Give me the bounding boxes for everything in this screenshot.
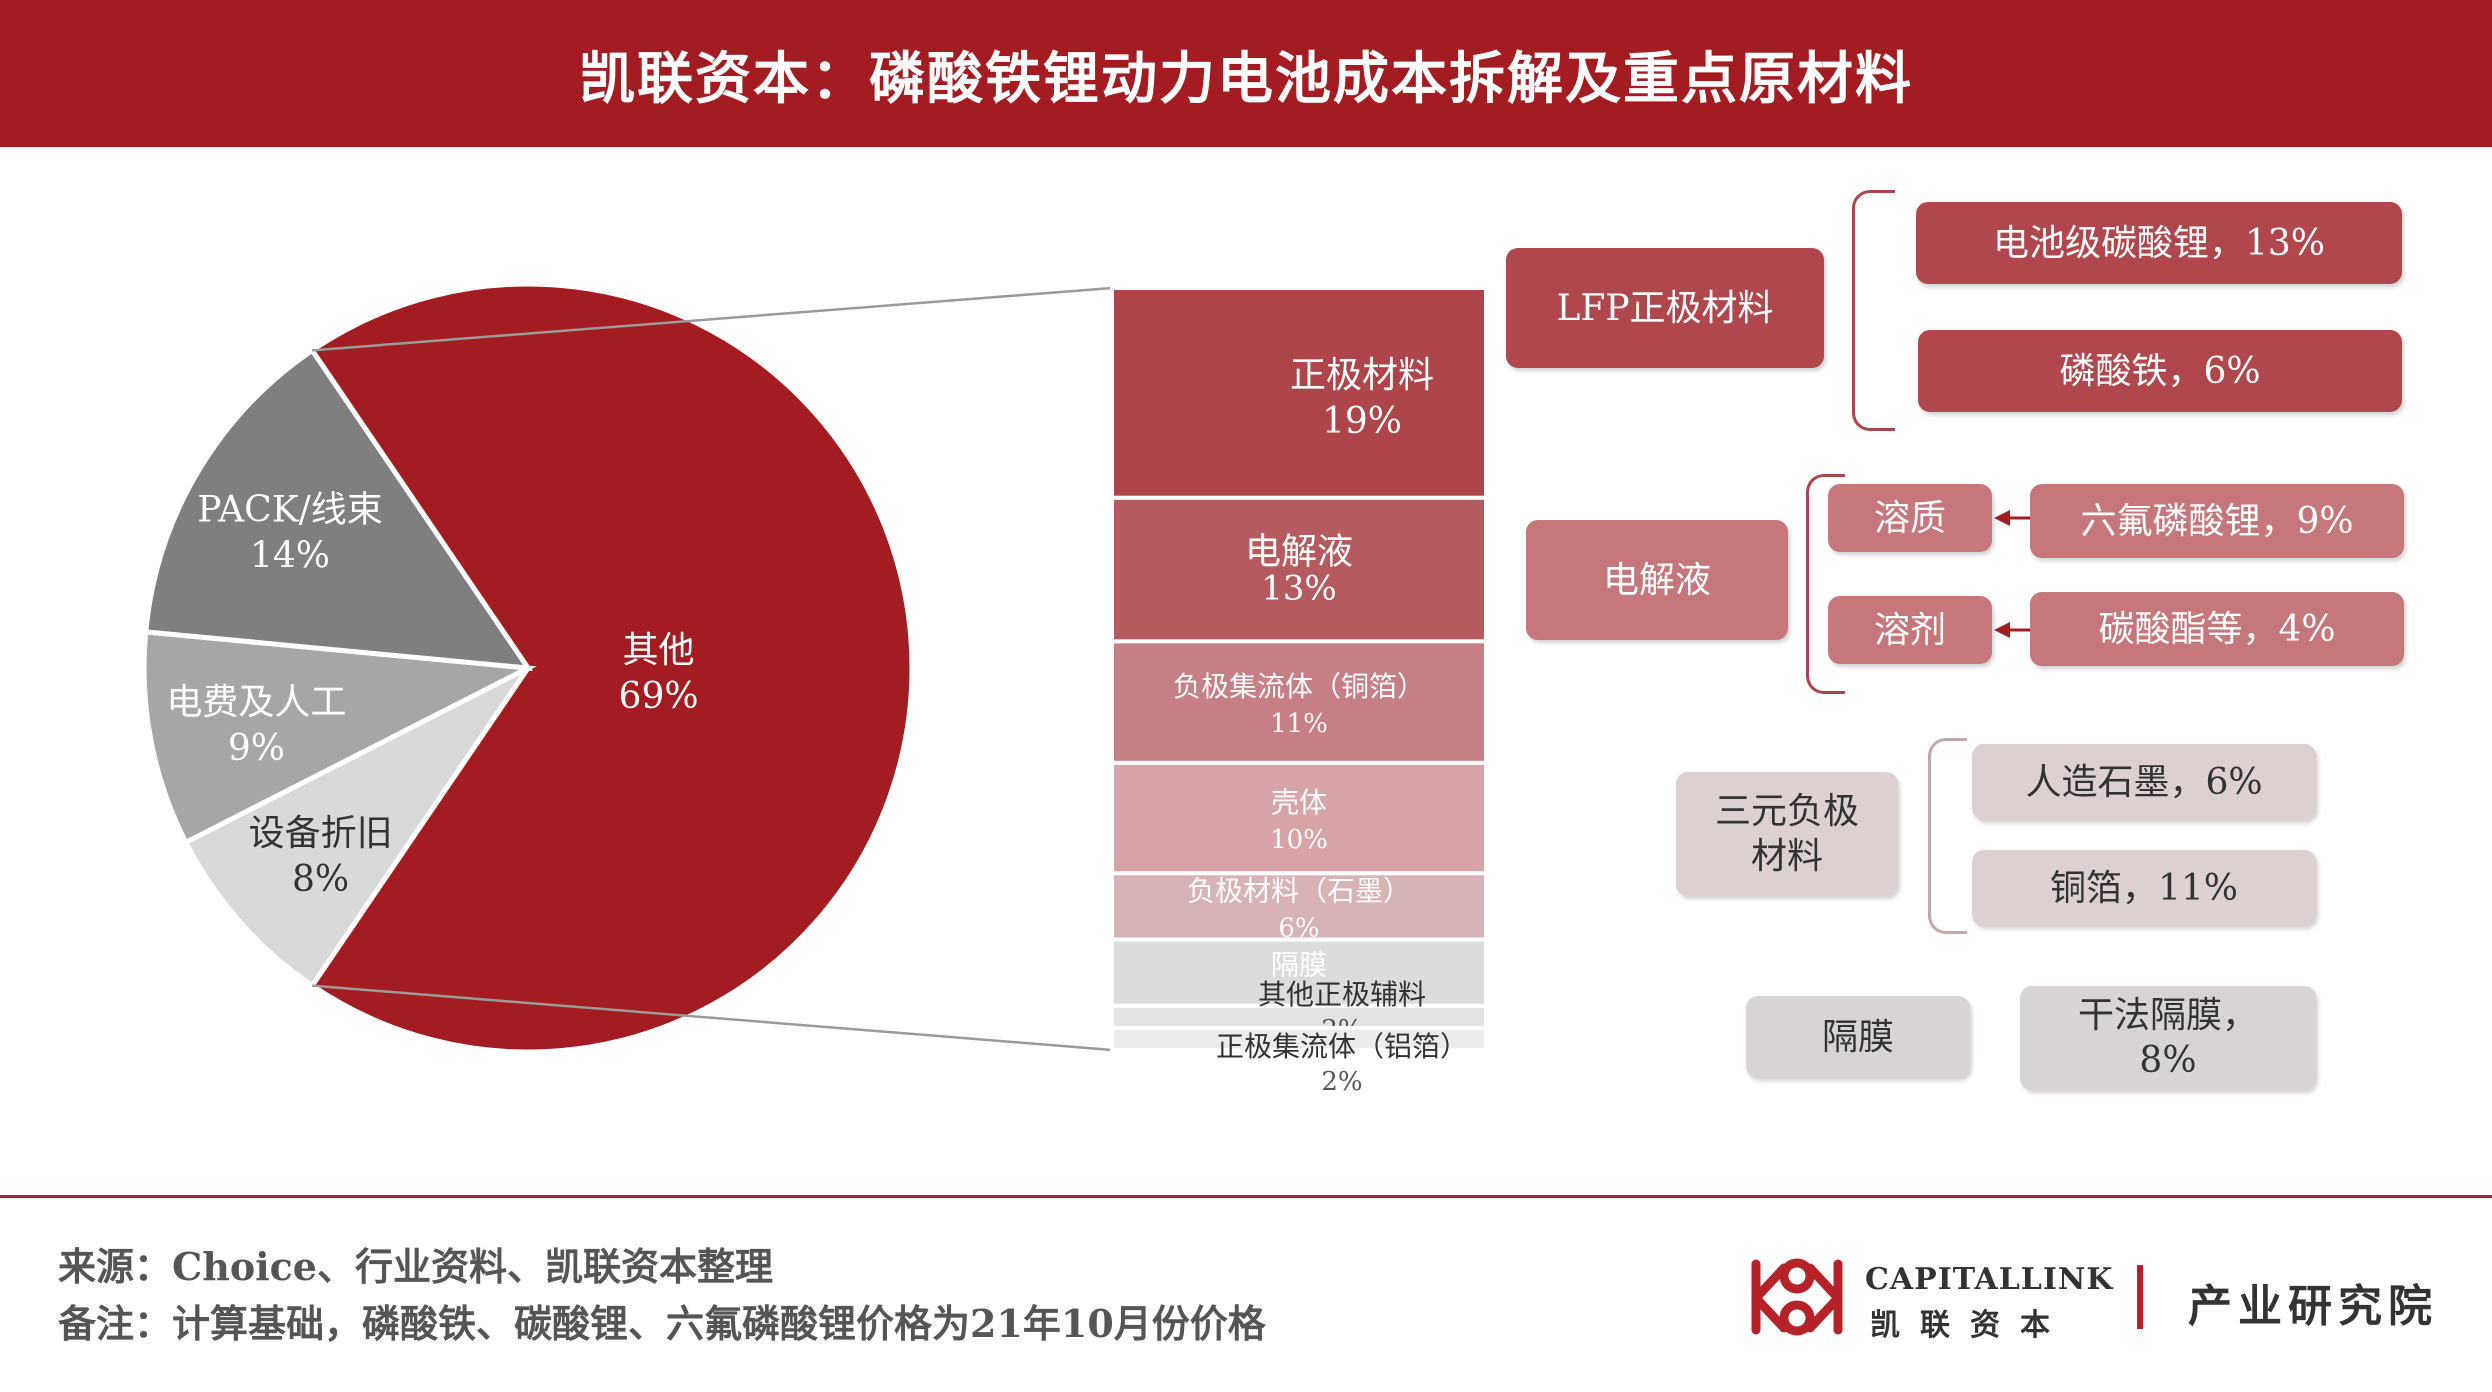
electrolyte-box: 电解液	[1526, 520, 1788, 640]
pie-slice-label: 电费及人工	[166, 682, 346, 723]
footer-note: 备注：计算基础，磷酸铁、碳酸锂、六氟磷酸锂价格为21年10月份价格	[58, 1301, 1266, 1346]
bar-segment-label: 其他正极辅料	[1258, 978, 1426, 1011]
separator-box: 隔膜	[1746, 996, 1970, 1078]
bar-segment-value: 11%	[1270, 709, 1328, 739]
bar-segment	[1110, 286, 1488, 500]
electrolyte-bracket	[1806, 474, 1845, 694]
brand-divider	[2137, 1265, 2143, 1329]
arrow-head-icon	[1994, 510, 2010, 526]
connector-line-top	[312, 286, 1113, 352]
pie-slice-value: 69%	[619, 676, 699, 717]
bar-segment-label: 壳体	[1271, 786, 1327, 819]
bar-segment-label: 正极集流体（铝箔）	[1216, 1030, 1468, 1063]
bar-segment	[1110, 1025, 1488, 1053]
lfp-item-iron-phosphate: 磷酸铁，6%	[1918, 330, 2402, 412]
bar-segment	[1110, 871, 1488, 942]
electrolyte-solute: 溶质	[1828, 484, 1992, 552]
footer-source: 来源：Choice、行业资料、凯联资本整理	[58, 1244, 773, 1289]
electrolyte-lipf6: 六氟磷酸锂，9%	[2030, 484, 2404, 558]
anode-item-graphite: 人造石墨，6%	[1972, 744, 2316, 820]
pie-slice-label: PACK/线束	[197, 489, 383, 530]
pie-slice	[182, 665, 531, 990]
pie-slice-label: 其他	[623, 630, 695, 671]
pie-slice	[141, 629, 537, 846]
anode-bracket	[1928, 738, 1967, 934]
title-banner: 凯联资本：磷酸铁锂动力电池成本拆解及重点原材料	[0, 0, 2492, 147]
bar-segment-value: 10%	[1270, 825, 1328, 855]
capitallink-logo-icon	[1751, 1258, 1843, 1336]
pie-slice-label: 设备折旧	[249, 813, 393, 854]
pie-slice	[308, 281, 915, 1055]
bar-segment-label: 隔膜	[1271, 949, 1327, 982]
pie-slice	[142, 346, 534, 671]
connector-line-bottom	[312, 984, 1113, 1052]
bar-segment	[1110, 495, 1488, 644]
footer-divider	[0, 1195, 2492, 1198]
pie-slice-value: 14%	[250, 535, 330, 576]
brand-name-cn: 凯联资本	[1870, 1308, 2070, 1343]
brand-name-en: CAPITALLINK	[1865, 1262, 2114, 1297]
bar-segment-value: 2%	[1321, 1067, 1362, 1097]
electrolyte-solvent: 溶剂	[1828, 596, 1992, 664]
bar-segment-label: 负极集流体（铜箔）	[1173, 670, 1425, 703]
institute-name: 产业研究院	[2188, 1281, 2438, 1332]
bar-segment	[1110, 937, 1488, 1008]
bar-segment-label: 负极材料（石墨）	[1187, 874, 1411, 907]
lfp-item-lithium-carbonate: 电池级碳酸锂，13%	[1916, 202, 2402, 284]
bar-segment-label: 正极材料	[1290, 355, 1434, 396]
bar-segment	[1110, 760, 1488, 876]
pie-slice-value: 8%	[292, 859, 349, 900]
lfp-bracket	[1852, 190, 1895, 431]
bar-segment-label: 电解液	[1245, 532, 1353, 573]
bar-segment-value: 19%	[1322, 401, 1402, 442]
electrolyte-carbonate: 碳酸酯等，4%	[2030, 592, 2404, 666]
anode-box: 三元负极 材料	[1676, 772, 1898, 896]
arrow-head-icon	[1994, 622, 2010, 638]
pie-slice-value: 9%	[228, 728, 285, 769]
lfp-cathode-box: LFP正极材料	[1506, 248, 1824, 368]
anode-item-copper-foil: 铜箔，11%	[1972, 850, 2316, 926]
bar-segment-value: 13%	[1261, 569, 1337, 609]
cost-breakdown-chart: 其他69%设备折旧8%电费及人工9%PACK/线束14%正极材料19%电解液13…	[141, 281, 2030, 1097]
page-title: 凯联资本：磷酸铁锂动力电池成本拆解及重点原材料	[579, 46, 1913, 112]
separator-dry-process: 干法隔膜， 8%	[2020, 986, 2316, 1090]
